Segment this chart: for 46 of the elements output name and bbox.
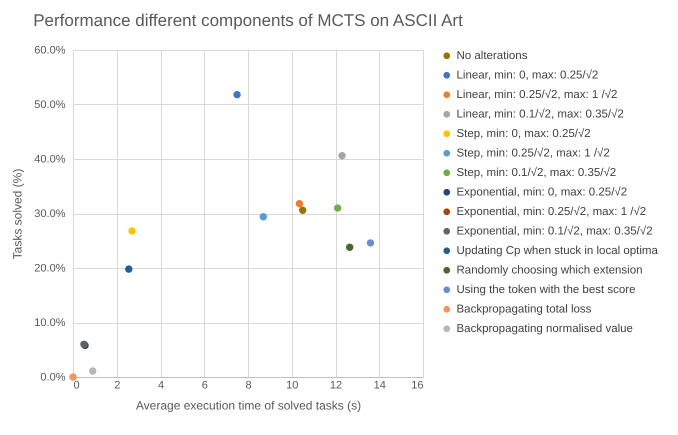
point: [128, 227, 136, 235]
point: [338, 152, 346, 160]
y-tick-label: 0.0%: [40, 372, 66, 384]
point: [88, 367, 96, 375]
y-tick-label: 20.0%: [34, 262, 66, 274]
x-tick-label: 8: [245, 380, 252, 392]
legend-label: Step, min: 0.1/√2, max: 0.35/√2: [456, 166, 616, 179]
y-tick-label: 40.0%: [34, 154, 66, 166]
legend-label: Backpropagating normalised value: [456, 322, 633, 335]
x-tick-label: 14: [374, 380, 386, 392]
legend-label: Randomly choosing which extension: [456, 264, 643, 276]
x-tick-label: 12: [330, 380, 342, 392]
legend-label: Exponential, min: 0.1/√2, max: 0.35/√2: [456, 224, 653, 238]
y-tick-label: 50.0%: [34, 99, 66, 111]
point: [366, 239, 374, 247]
legend-label: Linear, min: 0.25/√2, max: 1 /√2: [456, 88, 618, 101]
point: [69, 373, 77, 381]
chart-title: Performance different components of MCTS on ASCII Art: [33, 11, 464, 30]
legend-label: Step, min: 0.25/√2, max: 1 /√2: [456, 146, 610, 160]
y-axis-title: Tasks solved (%): [10, 168, 24, 260]
legend-label: Backpropagating total loss: [456, 303, 592, 316]
point: [260, 213, 268, 220]
legend-label: Exponential, min: 0, max: 0.25/√2: [456, 185, 628, 198]
point: [346, 244, 354, 251]
point: [296, 200, 304, 208]
x-tick-label: 2: [114, 380, 120, 392]
point: [298, 206, 306, 214]
legend-label: No alterations: [456, 50, 528, 62]
legend-label: Linear, min: 0.1/√2, max: 0.35/√2: [456, 107, 624, 120]
y-tick-label: 30.0%: [34, 208, 66, 220]
legend-label: Using the token with the best score: [456, 284, 636, 296]
legend-label: Linear, min: 0, max: 0.25/√2: [456, 68, 598, 82]
y-tick-label: 10.0%: [34, 317, 66, 329]
point: [233, 90, 241, 98]
x-tick-label: 16: [411, 380, 424, 392]
x-tick-label: 0: [74, 380, 80, 392]
x-tick-label: 10: [286, 380, 298, 392]
legend-label: Updating Cp when stuck in local optima: [456, 244, 658, 257]
x-axis-title: Average execution time of solved tasks (s): [136, 398, 362, 412]
point: [334, 204, 342, 212]
x-tick-label: 4: [158, 380, 164, 392]
x-tick-label: 6: [202, 380, 208, 392]
legend-label: Exponential, min: 0.25/√2, max: 1 /√2: [456, 204, 646, 218]
y-tick-label: 60.0%: [34, 44, 66, 56]
legend-label: Step, min: 0, max: 0.25/√2: [456, 126, 591, 140]
point: [125, 265, 132, 273]
